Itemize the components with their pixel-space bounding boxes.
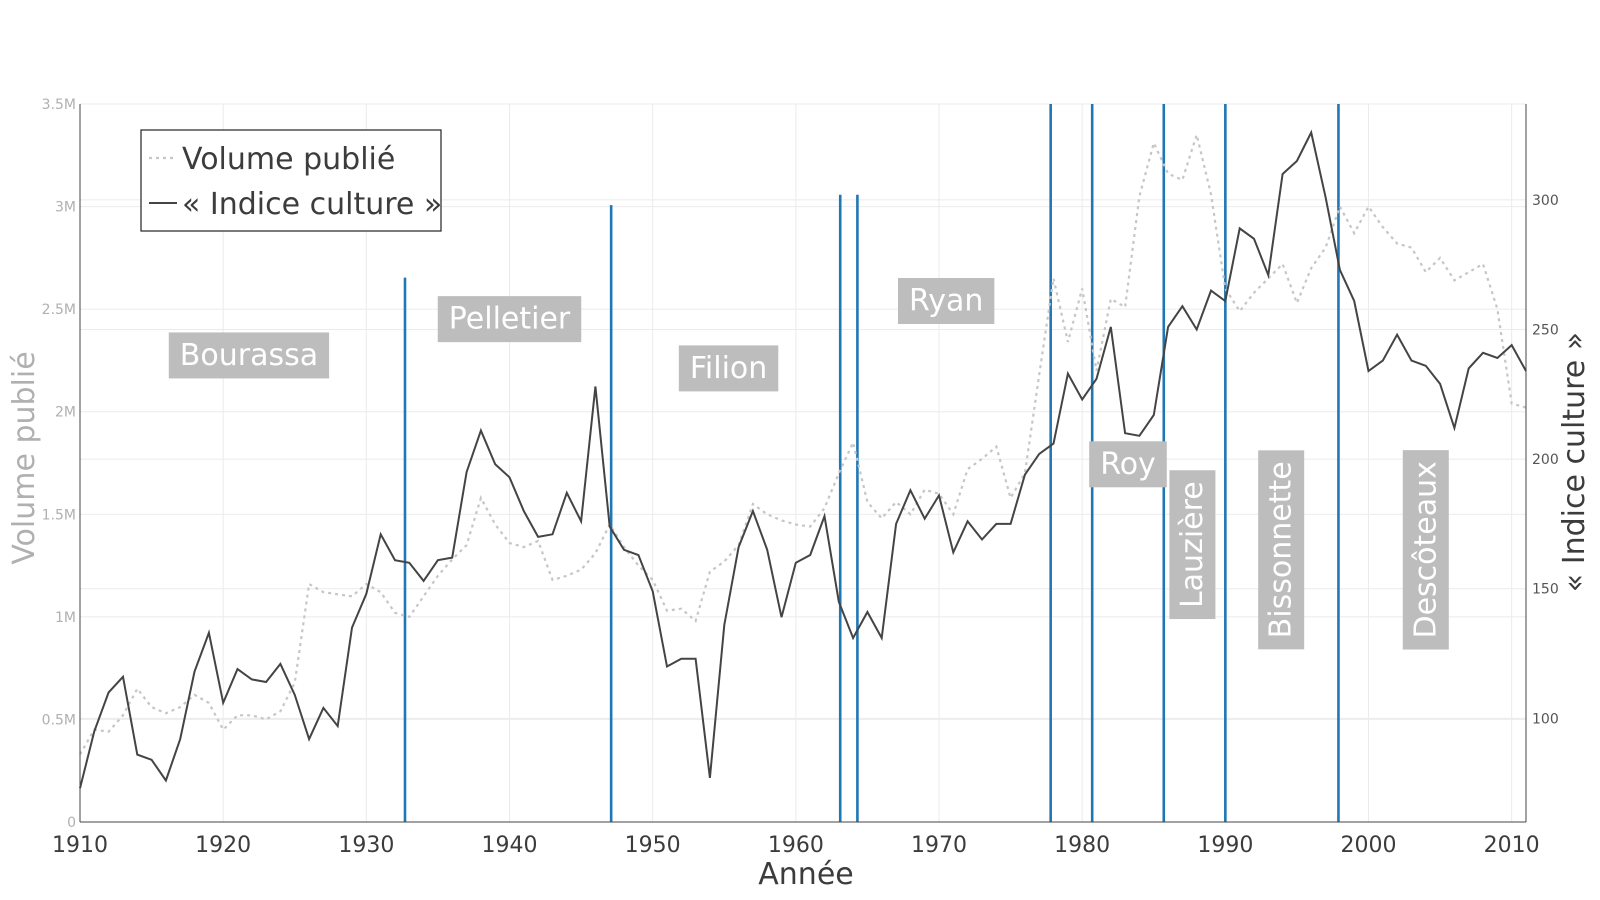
premier-label-text: Ryan (909, 283, 983, 318)
x-tick-label: 1920 (195, 833, 251, 858)
y1-tick-label: 1.5M (42, 507, 76, 523)
y1-axis-ticks: 0 0.5M 1M 1.5M 2M 2.5M 3M 3.5M (42, 97, 76, 831)
premier-label-box (437, 296, 582, 343)
premier-label-text: Bissonnette (1264, 461, 1299, 638)
premier-label-box (168, 332, 330, 379)
x-tick-label: 1990 (1197, 833, 1253, 858)
y2-tick-label: 200 (1532, 452, 1559, 468)
premier-label-text: Roy (1100, 447, 1156, 482)
y2-axis-ticks: 100 150 200 250 300 (1532, 193, 1559, 727)
event-lines (403, 104, 1340, 822)
premier-label: Pelletier (437, 296, 582, 343)
y2-tick-label: 100 (1532, 711, 1559, 727)
premier-annotations: Bourassa Pelletier Filion Ryan Roy Lauzière Bi… (168, 277, 1449, 650)
premier-label: Bissonnette (1258, 450, 1305, 650)
y1-axis-title: Volume publié (7, 351, 42, 564)
premier-label-box (1089, 441, 1167, 488)
y1-tick-label: 2M (55, 405, 76, 421)
x-tick-label: 1960 (768, 833, 824, 858)
premier-label-box (1402, 450, 1449, 650)
premier-label-text: Descôteaux (1408, 461, 1443, 638)
x-tick-label: 1910 (52, 833, 108, 858)
y2-tick-label: 150 (1532, 582, 1559, 598)
premier-label: Bourassa (168, 332, 330, 379)
y1-tick-label: 1M (55, 610, 76, 626)
legend: Volume publié « Indice culture » (140, 129, 442, 232)
y2-tick-label: 250 (1532, 323, 1559, 339)
x-tick-label: 2000 (1341, 833, 1397, 858)
legend-box (140, 129, 442, 232)
premier-label: Ryan (897, 277, 995, 324)
premier-label-box (1169, 470, 1216, 620)
series-line-indice-culture (79, 129, 1527, 789)
x-tick-label: 1930 (338, 833, 394, 858)
y2-axis-title: « Indice culture » (1557, 332, 1592, 592)
y1-tick-label: 2.5M (42, 302, 76, 318)
x-axis-title: Année (758, 857, 853, 892)
premier-label-text: Bourassa (180, 338, 318, 373)
premier-label-box (1258, 450, 1305, 650)
series-line-volume-publie (79, 130, 1527, 755)
y1-tick-label: 0.5M (42, 712, 76, 728)
premier-label-text: Filion (690, 351, 767, 386)
x-axis-ticks: 1910 1920 1930 1940 1950 1960 1970 1980 1990 2000… (52, 833, 1540, 858)
x-tick-label: 1980 (1054, 833, 1110, 858)
x-tick-label: 1940 (482, 833, 538, 858)
legend-label-volume: Volume publié (182, 142, 395, 177)
x-tick-label: 1950 (625, 833, 681, 858)
premier-label-box (897, 277, 995, 324)
y1-tick-label: 3.5M (42, 97, 76, 113)
x-tick-label: 1970 (911, 833, 967, 858)
x-tick-label: 2010 (1484, 833, 1540, 858)
axes (79, 104, 1527, 823)
y2-tick-label: 300 (1532, 193, 1559, 209)
premier-label: Descôteaux (1402, 450, 1449, 650)
premier-label-box (678, 345, 779, 392)
premier-label-text: Pelletier (449, 302, 571, 337)
premier-label: Lauzière (1169, 470, 1216, 620)
y1-tick-label: 0 (67, 815, 76, 831)
premier-label-text: Lauzière (1175, 481, 1210, 608)
premier-label: Filion (678, 345, 779, 392)
y1-tick-label: 3M (55, 200, 76, 216)
premier-label: Roy (1089, 441, 1167, 488)
legend-label-indice: « Indice culture » (182, 187, 442, 222)
